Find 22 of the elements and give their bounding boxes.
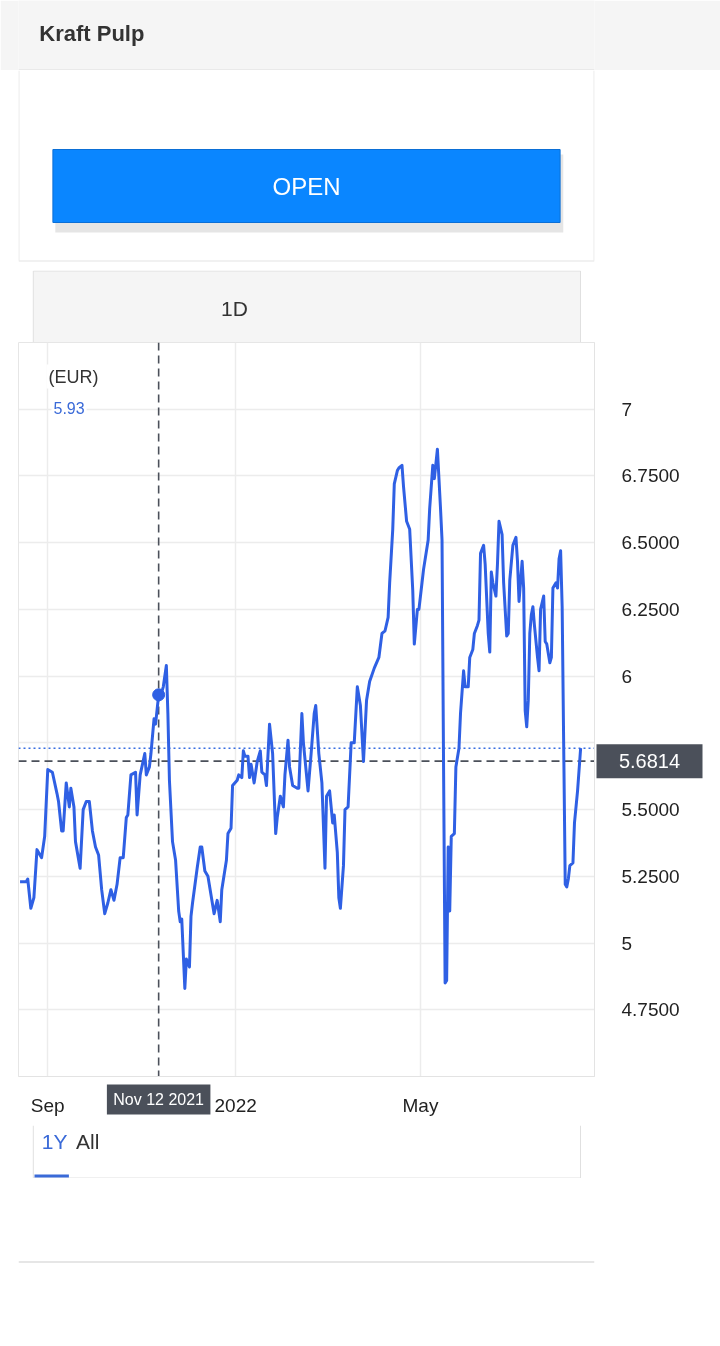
text: All bbox=[76, 1130, 100, 1153]
ref-line-label: Nov 12 2021 bbox=[113, 1091, 205, 1108]
annotation: 5.93 bbox=[53, 399, 85, 417]
text: OPEN bbox=[272, 173, 341, 200]
x-tick-label: 2022 bbox=[214, 1094, 257, 1116]
chart-title: Kraft Pulp bbox=[39, 21, 145, 46]
text: 1D bbox=[221, 297, 248, 320]
x-tick-label: Sep bbox=[30, 1094, 65, 1116]
x-tick-label: May bbox=[402, 1094, 439, 1116]
y-tick-label: 6.2500 bbox=[621, 598, 680, 620]
y-tick-label: 5 bbox=[621, 932, 633, 954]
y-axis-title: (EUR) bbox=[48, 366, 99, 387]
y-tick-label: 6 bbox=[621, 665, 633, 687]
y-tick-label: 4.7500 bbox=[621, 999, 680, 1021]
ref-line-label: 5.6814 bbox=[618, 750, 681, 773]
y-tick-label: 5.2500 bbox=[621, 865, 680, 887]
text: 1Y bbox=[41, 1130, 68, 1153]
y-tick-label: 6.5000 bbox=[621, 532, 680, 554]
y-tick-label: 6.7500 bbox=[621, 465, 680, 487]
line-series bbox=[18, 447, 583, 990]
y-tick-label: 5.5000 bbox=[621, 799, 680, 821]
y-tick-label: 7 bbox=[621, 398, 633, 420]
